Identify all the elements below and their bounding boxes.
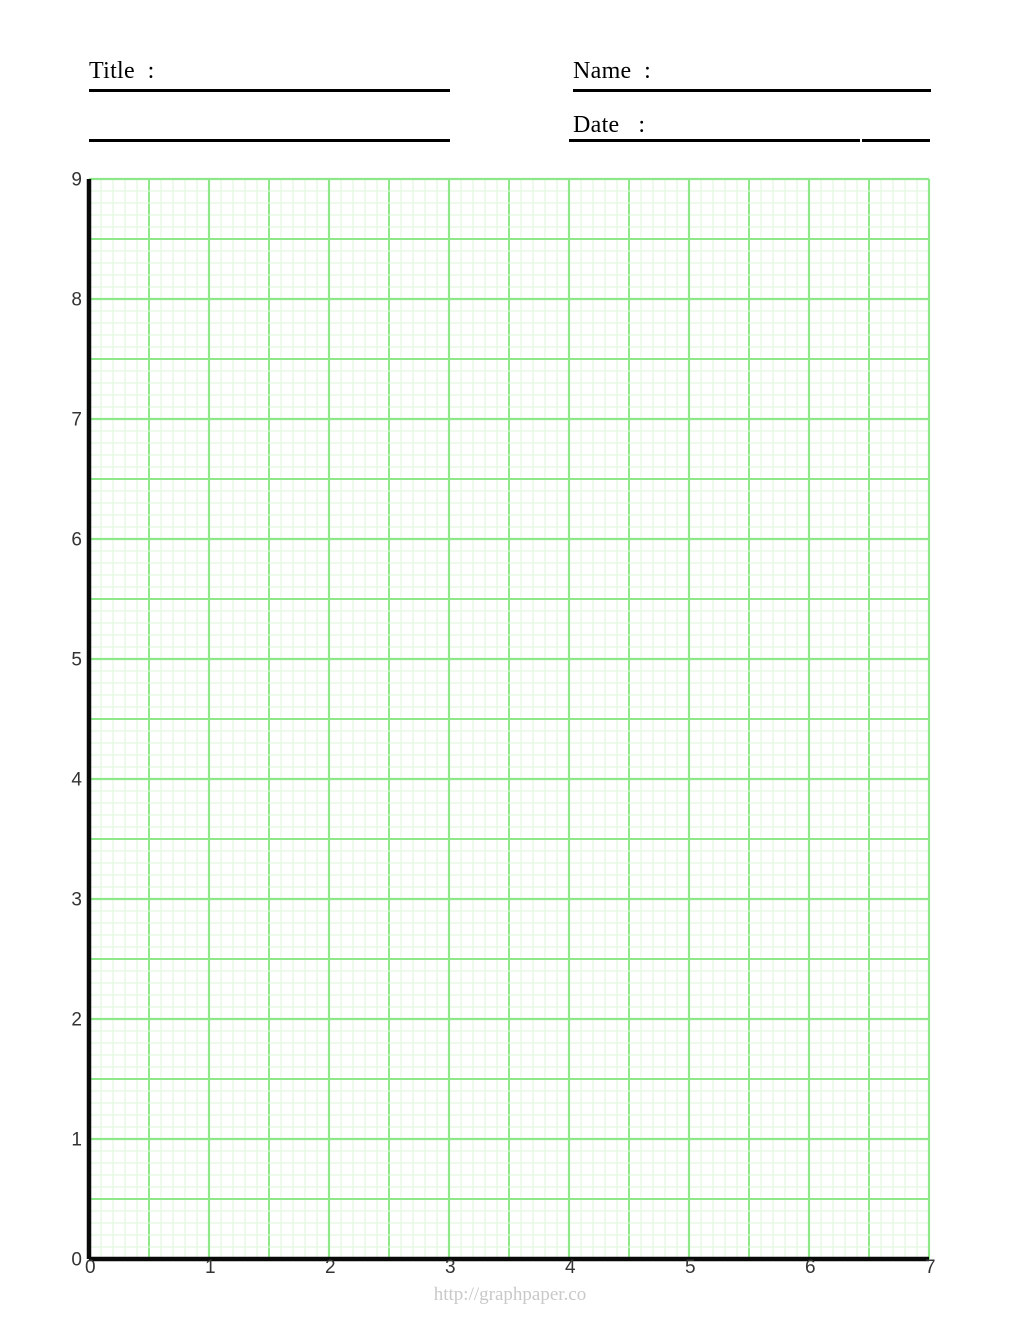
svg-text:1: 1	[205, 1257, 216, 1278]
svg-text:4: 4	[565, 1257, 576, 1278]
svg-text:2: 2	[71, 1010, 82, 1031]
svg-text:6: 6	[805, 1257, 816, 1278]
svg-text:4: 4	[71, 770, 82, 791]
svg-text:5: 5	[685, 1257, 696, 1278]
svg-text:1: 1	[71, 1130, 82, 1151]
svg-text:5: 5	[71, 650, 82, 671]
svg-text:0: 0	[85, 1257, 96, 1278]
svg-text:2: 2	[325, 1257, 336, 1278]
svg-text:8: 8	[71, 290, 82, 311]
svg-text:9: 9	[71, 170, 82, 191]
svg-text:3: 3	[71, 890, 82, 911]
svg-text:6: 6	[71, 530, 82, 551]
svg-text:7: 7	[925, 1257, 936, 1278]
svg-text:7: 7	[71, 410, 82, 431]
svg-text:3: 3	[445, 1257, 456, 1278]
svg-text:0: 0	[71, 1250, 82, 1271]
